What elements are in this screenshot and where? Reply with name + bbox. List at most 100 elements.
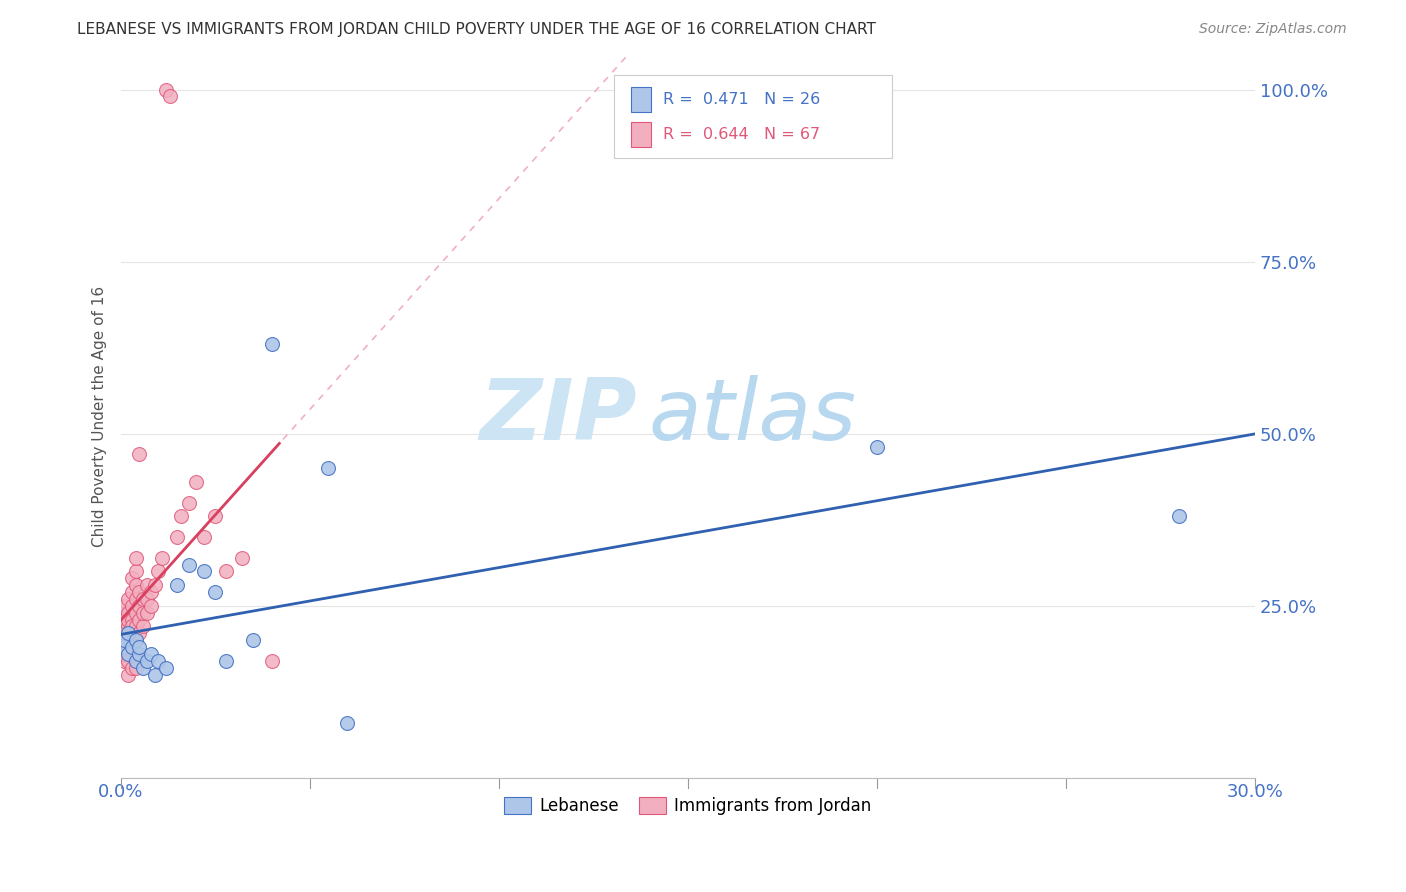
- Point: [204, 585, 226, 599]
- Point: [112, 633, 135, 648]
- Point: [128, 585, 150, 599]
- Point: [112, 654, 135, 668]
- Point: [132, 606, 155, 620]
- Point: [117, 647, 139, 661]
- Point: [132, 619, 155, 633]
- Point: [117, 667, 139, 681]
- Point: [117, 606, 139, 620]
- Point: [124, 647, 146, 661]
- Text: Source: ZipAtlas.com: Source: ZipAtlas.com: [1199, 22, 1347, 37]
- Point: [112, 640, 135, 654]
- Point: [124, 654, 146, 668]
- Point: [117, 626, 139, 640]
- Point: [193, 530, 215, 544]
- Point: [159, 89, 181, 103]
- Text: LEBANESE VS IMMIGRANTS FROM JORDAN CHILD POVERTY UNDER THE AGE OF 16 CORRELATION: LEBANESE VS IMMIGRANTS FROM JORDAN CHILD…: [77, 22, 876, 37]
- Point: [121, 613, 143, 627]
- Point: [132, 661, 155, 675]
- Point: [128, 640, 150, 654]
- Point: [148, 565, 170, 579]
- Point: [112, 633, 135, 648]
- Point: [215, 654, 238, 668]
- Point: [121, 571, 143, 585]
- Point: [117, 619, 139, 633]
- Point: [155, 82, 177, 96]
- Point: [124, 550, 146, 565]
- Point: [143, 578, 166, 592]
- Point: [136, 578, 159, 592]
- Point: [128, 447, 150, 461]
- Point: [124, 654, 146, 668]
- Point: [336, 715, 359, 730]
- Point: [150, 550, 173, 565]
- Point: [136, 606, 159, 620]
- Point: [1168, 509, 1191, 524]
- Point: [112, 599, 135, 613]
- Point: [136, 591, 159, 606]
- Point: [170, 509, 193, 524]
- Point: [128, 626, 150, 640]
- Point: [112, 626, 135, 640]
- FancyBboxPatch shape: [614, 76, 891, 159]
- Point: [124, 565, 146, 579]
- Point: [124, 619, 146, 633]
- Point: [177, 558, 200, 572]
- Point: [121, 626, 143, 640]
- Point: [124, 633, 146, 648]
- Point: [112, 640, 135, 654]
- Point: [117, 647, 139, 661]
- Point: [136, 654, 159, 668]
- Point: [121, 640, 143, 654]
- Point: [124, 578, 146, 592]
- Legend: Lebanese, Immigrants from Jordan: Lebanese, Immigrants from Jordan: [498, 790, 877, 822]
- Point: [117, 640, 139, 654]
- Point: [166, 530, 188, 544]
- Point: [177, 495, 200, 509]
- Point: [124, 606, 146, 620]
- Point: [318, 461, 340, 475]
- Text: atlas: atlas: [648, 375, 856, 458]
- Point: [124, 591, 146, 606]
- Point: [117, 626, 139, 640]
- Point: [204, 509, 226, 524]
- Point: [215, 565, 238, 579]
- Point: [866, 441, 889, 455]
- Point: [128, 647, 150, 661]
- Y-axis label: Child Poverty Under the Age of 16: Child Poverty Under the Age of 16: [93, 286, 107, 547]
- Point: [117, 633, 139, 648]
- Point: [124, 633, 146, 648]
- Point: [121, 585, 143, 599]
- Point: [121, 619, 143, 633]
- Point: [117, 613, 139, 627]
- Point: [121, 599, 143, 613]
- Point: [139, 585, 162, 599]
- Point: [112, 613, 135, 627]
- Point: [260, 654, 283, 668]
- Point: [121, 640, 143, 654]
- Point: [148, 654, 170, 668]
- Point: [128, 613, 150, 627]
- Point: [112, 619, 135, 633]
- Point: [121, 633, 143, 648]
- Point: [193, 565, 215, 579]
- Point: [112, 640, 135, 654]
- Bar: [631, 87, 651, 112]
- Point: [121, 647, 143, 661]
- Point: [139, 599, 162, 613]
- Point: [242, 633, 264, 648]
- Point: [121, 661, 143, 675]
- Point: [231, 550, 253, 565]
- Point: [117, 654, 139, 668]
- Point: [112, 647, 135, 661]
- Point: [166, 578, 188, 592]
- Point: [143, 667, 166, 681]
- Point: [124, 661, 146, 675]
- Point: [117, 591, 139, 606]
- Text: R =  0.644   N = 67: R = 0.644 N = 67: [662, 128, 820, 142]
- Point: [260, 337, 283, 351]
- Point: [155, 661, 177, 675]
- Point: [128, 599, 150, 613]
- Text: ZIP: ZIP: [479, 375, 637, 458]
- Point: [112, 606, 135, 620]
- Point: [186, 475, 208, 489]
